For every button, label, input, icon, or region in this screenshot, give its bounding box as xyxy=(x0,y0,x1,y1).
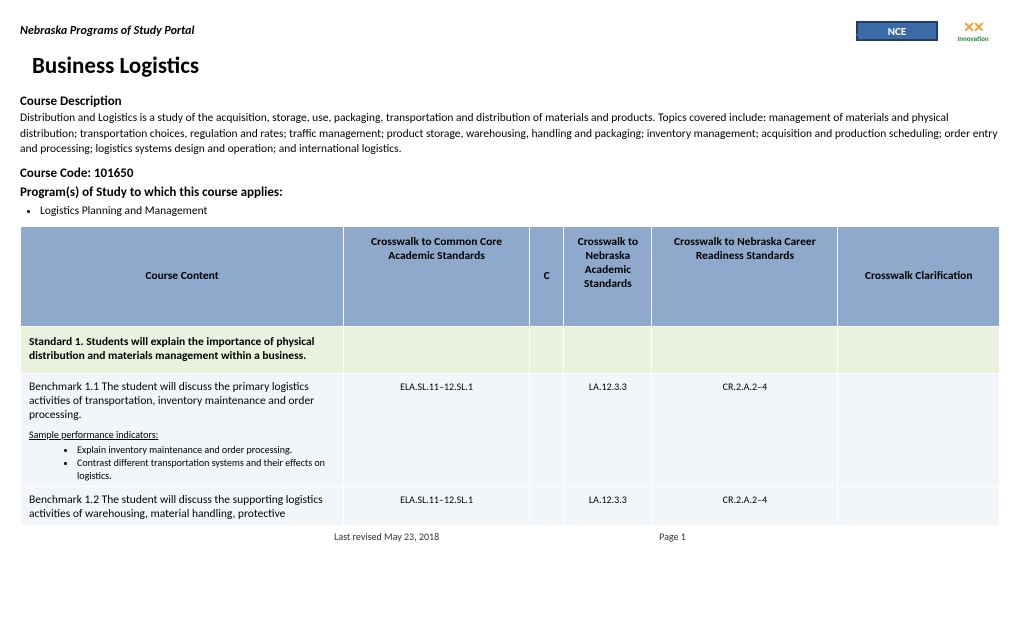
benchmark-career: CR.2.A.2–4 xyxy=(652,486,838,525)
programs-list: Logistics Planning and Management xyxy=(20,204,1000,218)
revised-date: May 23, 2018 xyxy=(384,530,439,543)
col-common-core-narrow: C xyxy=(530,226,564,326)
standard-cell xyxy=(344,326,530,373)
benchmark-content-cell: Benchmark 1.2 The student will discuss t… xyxy=(21,486,344,525)
benchmark-clarification xyxy=(838,486,1000,525)
table-body: Standard 1. Students will explain the im… xyxy=(21,326,1000,525)
crosswalk-table: Course Content Crosswalk to Common Core … xyxy=(20,226,1000,526)
spi-item: Contrast different transportation system… xyxy=(77,456,335,482)
col-course-content: Course Content xyxy=(21,226,344,326)
standard-cell xyxy=(838,326,1000,373)
standard-cell xyxy=(564,326,652,373)
benchmark-row: Benchmark 1.1 The student will discuss t… xyxy=(21,373,1000,486)
page-footer: Last revised May 23, 2018 Page 1 xyxy=(20,530,1000,543)
spi-list: Explain inventory maintenance and order … xyxy=(29,443,335,482)
logo-group: NCE ✕✕ Innovation xyxy=(856,18,1000,44)
page-title: Business Logistics xyxy=(32,52,1000,80)
benchmark-nebraska: LA.12.3.3 xyxy=(564,486,652,525)
benchmark-cc-narrow xyxy=(530,373,564,486)
program-item: Logistics Planning and Management xyxy=(40,204,1000,218)
benchmark-common-core: ELA.SL.11–12.SL.1 xyxy=(344,486,530,525)
page-num: 1 xyxy=(681,530,686,543)
benchmark-text: Benchmark 1.2 The student will discuss t… xyxy=(29,493,323,521)
benchmark-career: CR.2.A.2–4 xyxy=(652,373,838,486)
table-header-row: Course Content Crosswalk to Common Core … xyxy=(21,226,1000,326)
benchmark-nebraska: LA.12.3.3 xyxy=(564,373,652,486)
course-description-text: Distribution and Logistics is a study of… xyxy=(20,111,1000,158)
nce-logo: NCE xyxy=(856,21,938,41)
benchmark-row: Benchmark 1.2 The student will discuss t… xyxy=(21,486,1000,525)
innovation-logo: ✕✕ Innovation xyxy=(946,18,1000,44)
portal-name: Nebraska Programs of Study Portal xyxy=(20,24,194,38)
benchmark-text: Benchmark 1.1 The student will discuss t… xyxy=(29,380,314,422)
col-clarification: Crosswalk Clarification xyxy=(838,226,1000,326)
standard-cell xyxy=(530,326,564,373)
page-label: Page xyxy=(659,530,681,543)
innovation-logo-text: Innovation xyxy=(957,35,988,42)
course-description-heading: Course Description xyxy=(20,94,1000,109)
programs-heading: Program(s) of Study to which this course… xyxy=(20,185,1000,200)
page-number: Page 1 xyxy=(659,530,686,543)
course-code: Course Code: 101650 xyxy=(20,166,1000,181)
benchmark-content-cell: Benchmark 1.1 The student will discuss t… xyxy=(21,373,344,486)
standard-cell xyxy=(652,326,838,373)
benchmark-cc-narrow xyxy=(530,486,564,525)
benchmark-clarification xyxy=(838,373,1000,486)
header-strip: Nebraska Programs of Study Portal NCE ✕✕… xyxy=(20,18,1000,44)
revised-label: Last revised xyxy=(334,530,384,543)
spi-item: Explain inventory maintenance and order … xyxy=(77,443,335,456)
standard-row: Standard 1. Students will explain the im… xyxy=(21,326,1000,373)
last-revised: Last revised May 23, 2018 xyxy=(334,530,439,543)
spi-label: Sample performance indicators: xyxy=(29,428,335,441)
benchmark-common-core: ELA.SL.11–12.SL.1 xyxy=(344,373,530,486)
standard-text: Standard 1. Students will explain the im… xyxy=(21,326,344,373)
col-common-core: Crosswalk to Common Core Academic Standa… xyxy=(344,226,530,326)
col-career-readiness: Crosswalk to Nebraska Career Readiness S… xyxy=(652,226,838,326)
col-nebraska-standards: Crosswalk to Nebraska Academic Standards xyxy=(564,226,652,326)
innovation-icon: ✕✕ xyxy=(963,21,982,35)
